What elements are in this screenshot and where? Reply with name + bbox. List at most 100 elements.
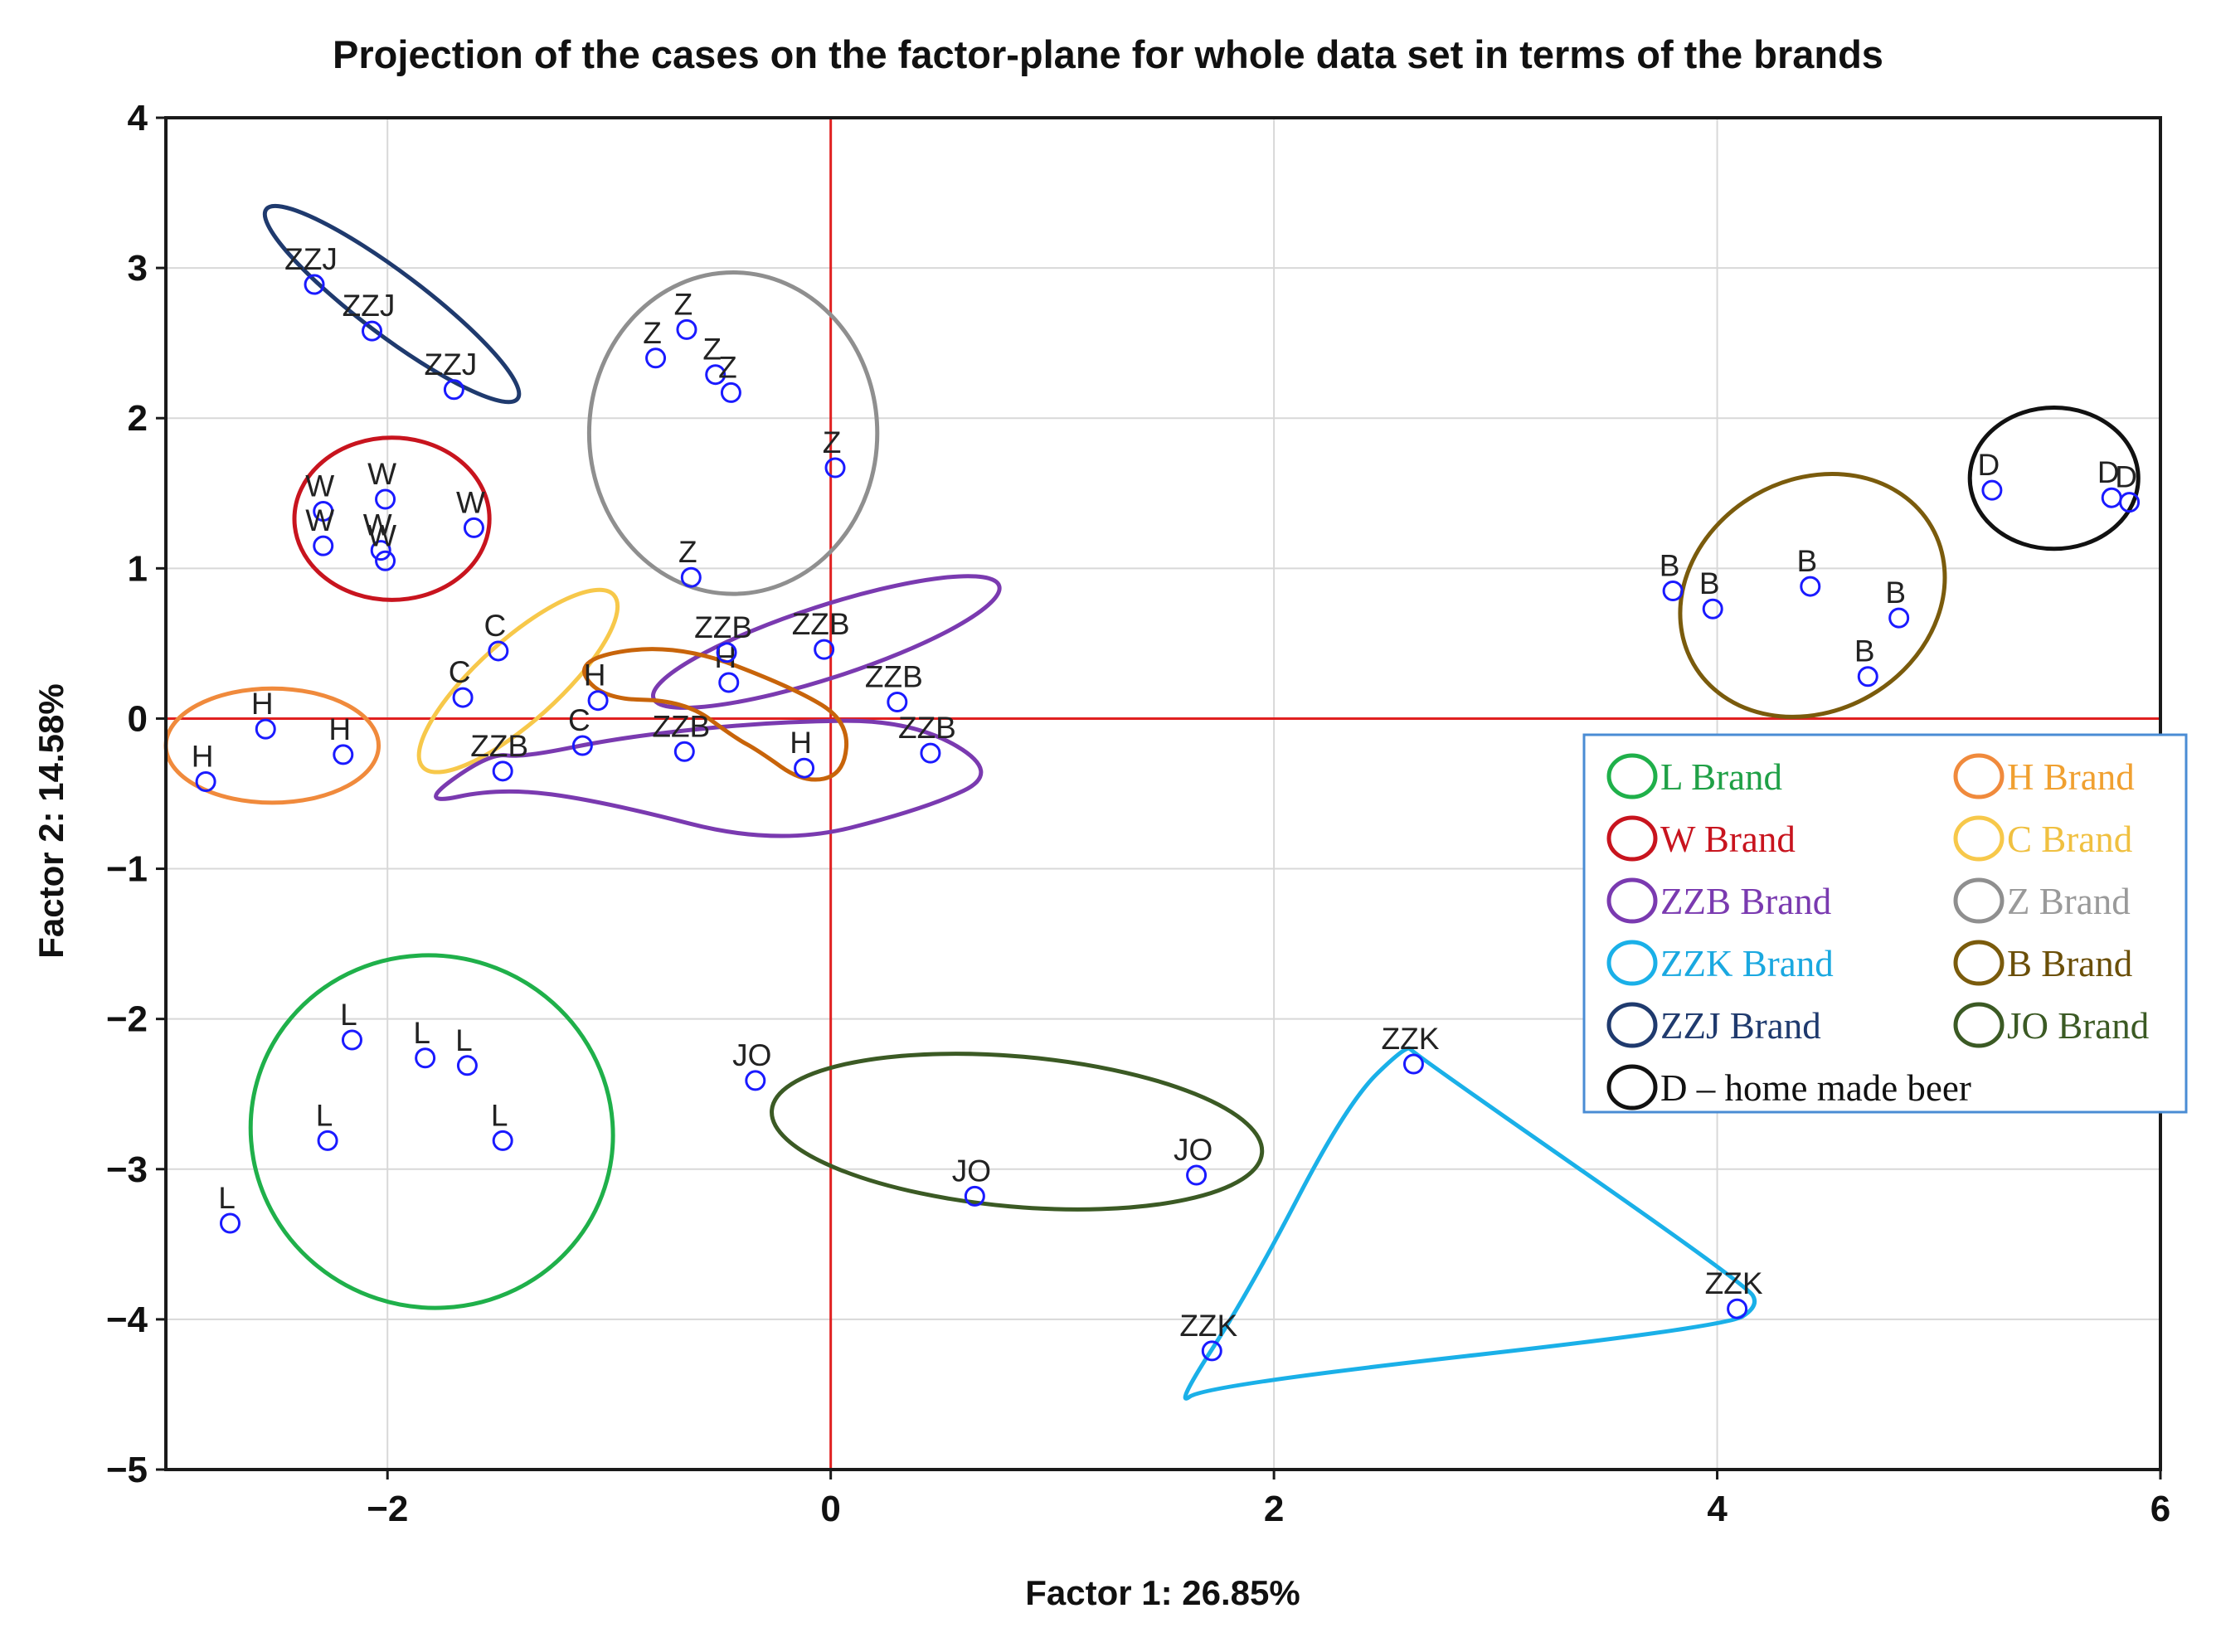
data-point-label: ZZK [1382,1022,1440,1056]
y-tick-label: −4 [106,1300,148,1340]
data-point-label: D [2115,460,2137,494]
y-tick-label: 0 [128,698,148,739]
legend-label: B Brand [2007,943,2132,984]
data-point-label: W [367,457,396,491]
data-point [341,1029,362,1051]
legend-marker [1953,940,2005,986]
data-point-label: Z [674,287,693,321]
data-point [1662,581,1684,601]
data-point [452,687,474,708]
data-point-label: ZZB [652,709,710,743]
data-point [587,690,609,712]
data-point-label: B [1796,544,1817,578]
data-point [1727,1298,1748,1319]
legend-label: ZZB Brand [1660,881,1831,922]
data-point [1800,576,1821,597]
legend-label: D – home made beer [1660,1067,1971,1109]
data-point-label: W [305,503,334,537]
data-point-label: W [363,508,392,542]
data-point-label: Z [643,316,662,350]
data-point [745,1070,766,1091]
data-point-label: Z [718,350,737,384]
data-point [1981,479,2003,501]
data-point [964,1185,985,1207]
data-point [794,757,815,779]
group-outline-zzb-brand-upper [650,574,1002,710]
data-point-label: ZZB [865,660,923,694]
data-point [456,1055,478,1076]
x-tick-label: 2 [1264,1489,1284,1529]
data-point-label: W [305,469,334,503]
data-point-label: ZZK [1179,1309,1237,1343]
data-point-label: ZZJ [425,347,478,381]
data-point [814,639,835,660]
y-tick-label: 2 [128,398,148,439]
data-point-label: L [491,1098,508,1132]
group-outline-z-brand [586,270,880,596]
reference-lines [166,118,2160,1470]
legend-marker [1606,815,1658,862]
data-point-label: L [340,998,357,1032]
group-outline-d-home-made-beer [1967,406,2141,551]
legend-label: L Brand [1660,756,1782,798]
group-outline-h-brand-centre [582,647,849,782]
data-point [375,550,396,571]
y-tick-label: 3 [128,248,148,289]
legend-marker [1953,753,2005,799]
legend-box [1582,733,2188,1114]
data-point [1186,1164,1208,1186]
data-point-label: H [584,658,606,692]
data-point [317,1130,338,1151]
data-point-label: JO [1174,1133,1212,1167]
data-point [492,1130,513,1151]
data-point-label: JO [952,1154,991,1188]
data-point [219,1212,241,1234]
data-point [304,274,325,295]
legend-label: ZZJ Brand [1660,1005,1821,1047]
group-outline-jo-brand [770,1052,1265,1212]
y-tick-label: −5 [106,1450,148,1490]
group-outlines [163,203,2141,1401]
data-point [313,501,334,522]
y-tick-label: 4 [128,98,148,138]
legend-marker [1606,940,1658,986]
data-point-label: ZZB [470,729,528,763]
legend-marker [1606,877,1658,924]
data-point-label: L [316,1098,333,1132]
data-point-label: H [328,712,351,746]
group-outline-zzj-brand [262,203,522,405]
data-point-label: L [455,1023,473,1057]
data-point [443,379,464,401]
legend-marker [1953,1002,2005,1048]
data-point [720,381,741,403]
data-point-label: ZZJ [284,242,338,276]
legend: L Brand H Brand W Brand C Brand ZZB Brand Z B… [1582,733,2188,1114]
legend-marker [1606,1002,1658,1048]
data-point-label: B [1854,634,1875,668]
data-point [333,744,354,765]
data-point [571,735,593,756]
y-tick-label: 1 [128,548,148,589]
data-point-label: L [218,1181,236,1215]
data-point [1888,607,1910,629]
data-point-label: Z [678,535,697,569]
legend-label: H Brand [2007,756,2135,798]
data-point [195,771,216,793]
x-tick-label: 0 [820,1489,840,1529]
group-outline-zzk-brand [1183,1046,1757,1401]
legend-marker [1606,1064,1658,1110]
y-axis-title: Factor 2: 14.58% [32,683,70,959]
data-point-label: ZZK [1705,1266,1763,1300]
data-point-label: C [449,655,471,689]
data-point-label: W [456,485,485,519]
legend-marker [1953,877,2005,924]
group-outline-l-brand [248,953,615,1310]
data-point [375,488,396,510]
data-point-label: B [1885,576,1906,610]
data-point-label: C [568,703,590,737]
y-tick-label: −1 [106,849,148,890]
data-point-label: ZZJ [343,289,396,323]
data-point [1702,598,1723,620]
group-outline-b-brand [1678,471,1947,719]
